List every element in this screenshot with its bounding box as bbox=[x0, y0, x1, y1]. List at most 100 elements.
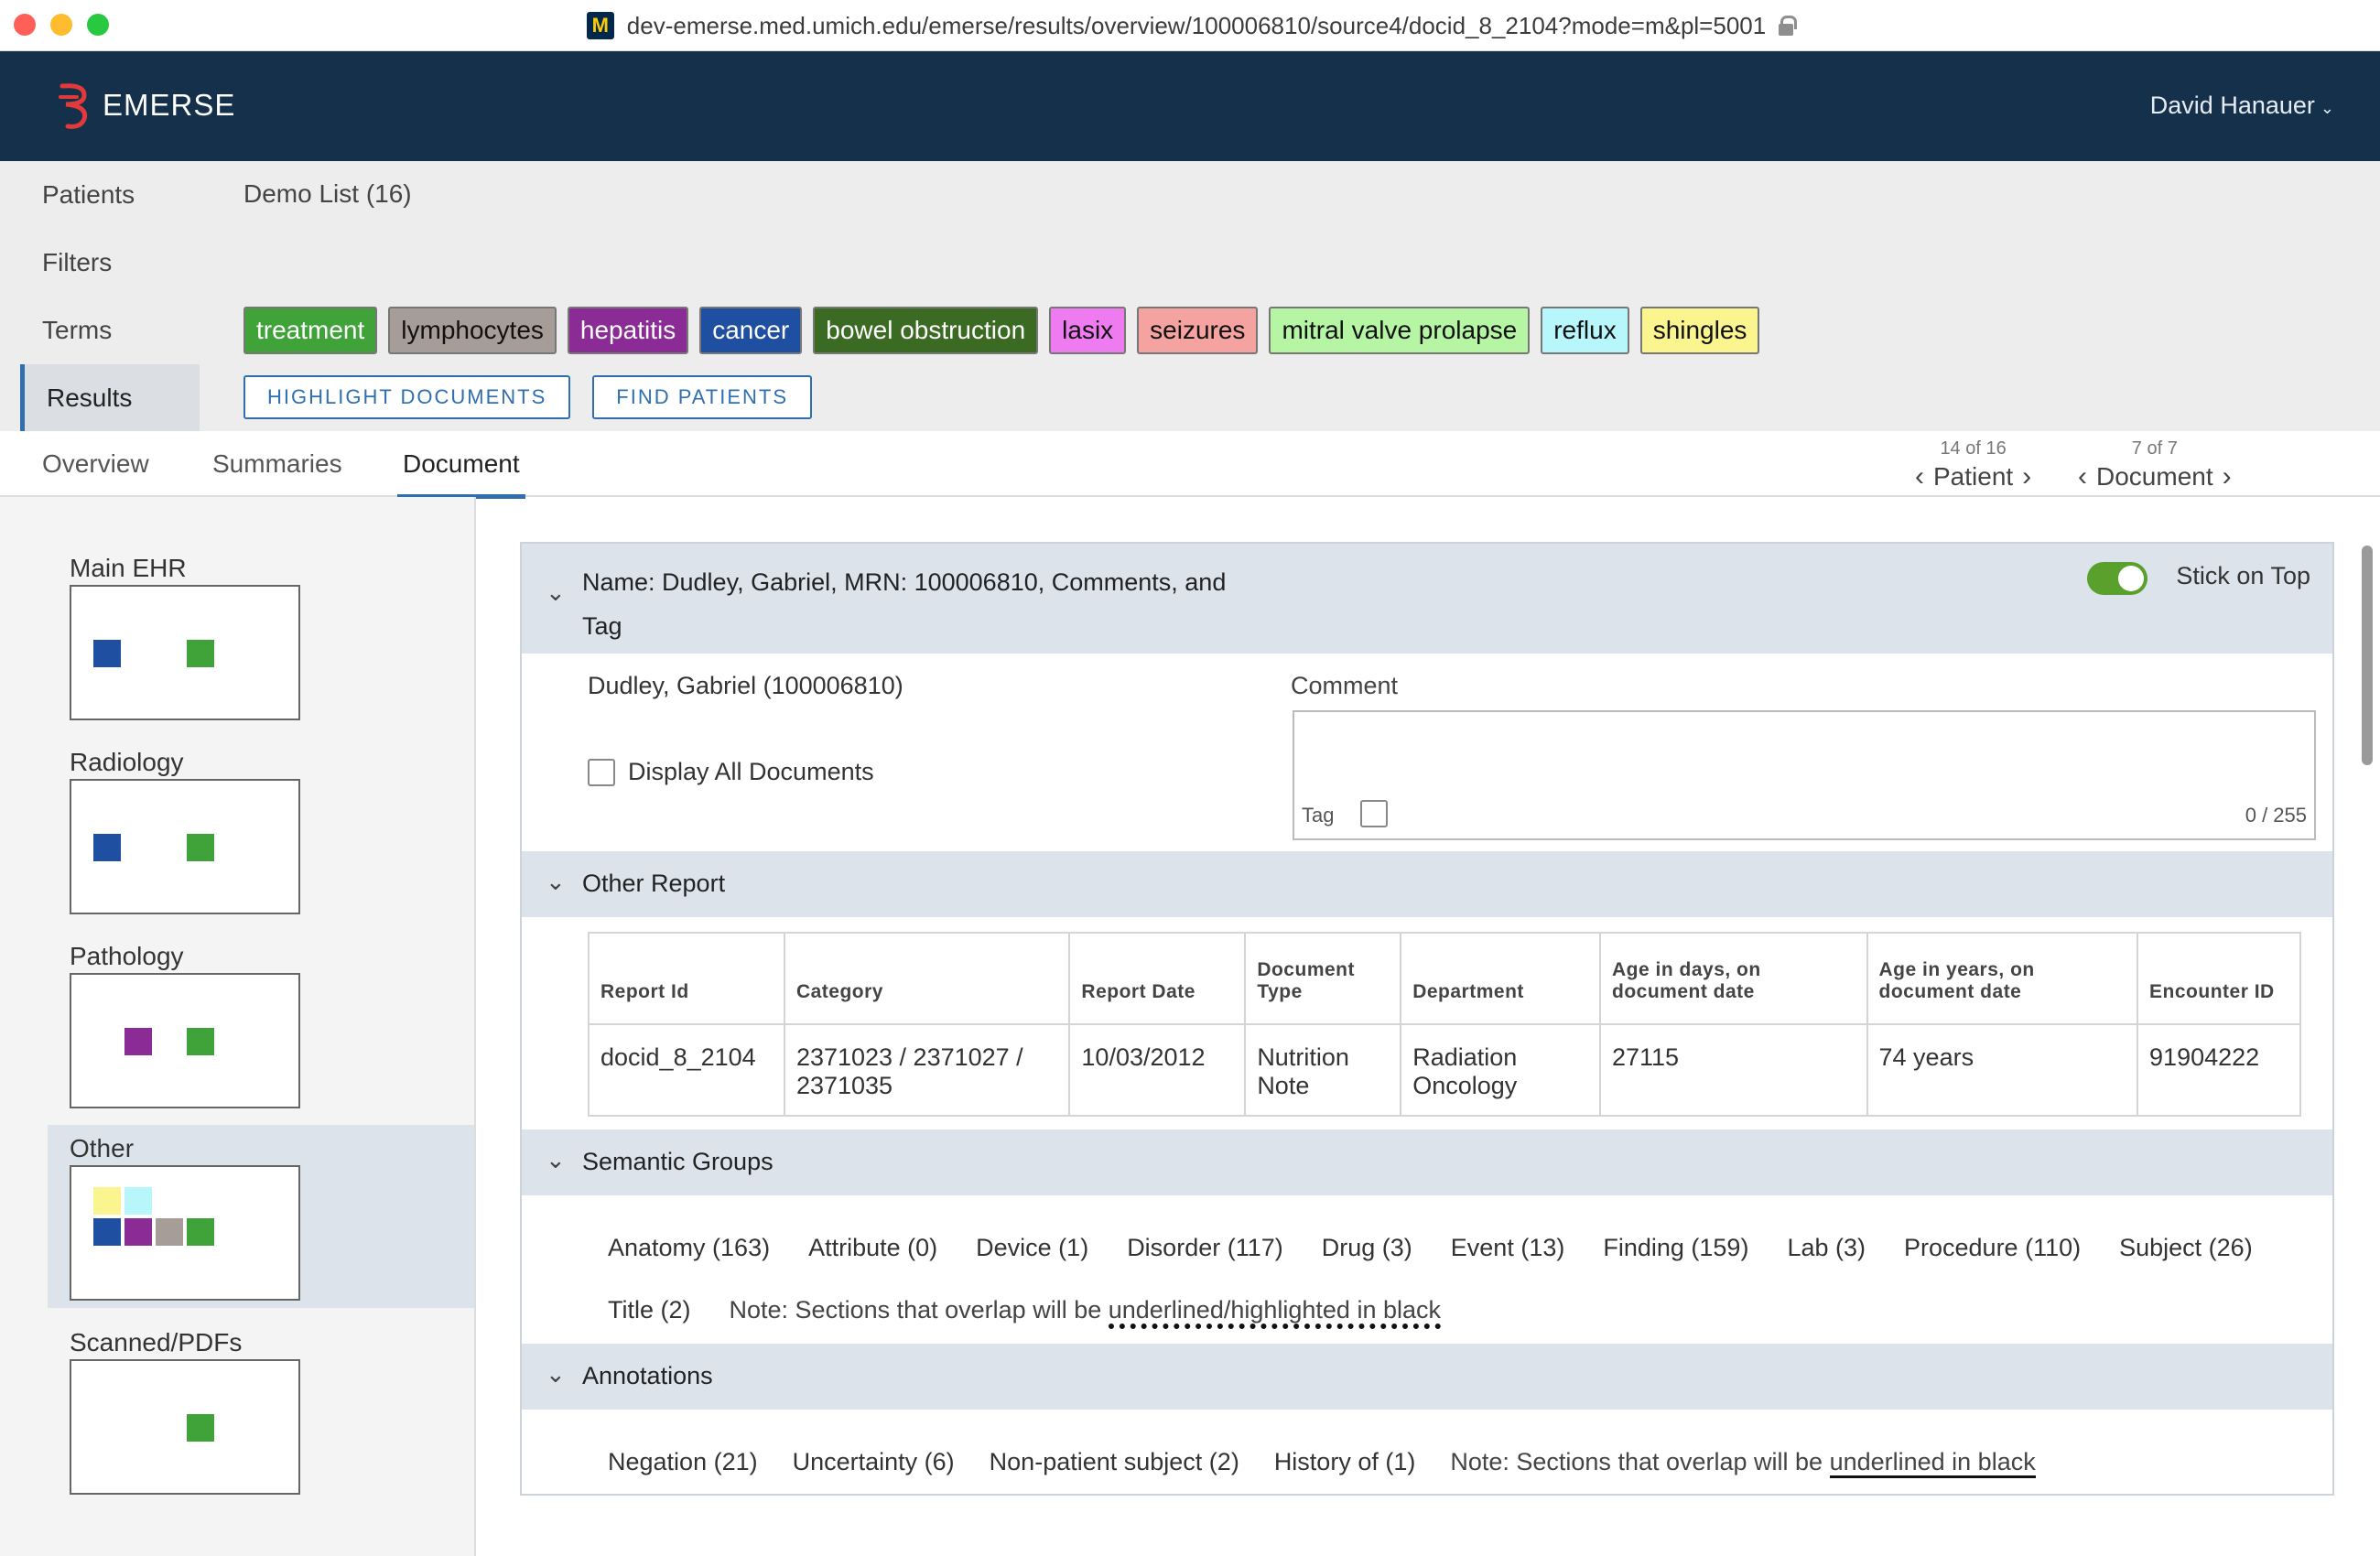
user-name: David Hanauer bbox=[2149, 92, 2315, 119]
patient-info-header[interactable]: ⌄ Name: Dudley, Gabriel, MRN: 100006810,… bbox=[522, 544, 2332, 654]
semantic-group-chip[interactable]: Subject (26) bbox=[2119, 1234, 2253, 1261]
nav-item-results[interactable]: Results bbox=[20, 364, 200, 432]
term-hit-marker bbox=[187, 640, 214, 667]
tag-checkbox[interactable] bbox=[1360, 800, 1388, 827]
app-header: EMERSE David Hanauer ⌄ bbox=[0, 51, 2380, 161]
document-source-sidebar: Main EHR Radiology Pathology Other S bbox=[0, 497, 476, 1556]
source-other[interactable]: Other bbox=[48, 1125, 474, 1308]
term-chip[interactable]: reflux bbox=[1541, 307, 1629, 354]
nav-item-terms[interactable]: Terms bbox=[42, 316, 113, 344]
term-hit-marker bbox=[124, 1187, 152, 1215]
display-all-documents-row[interactable]: Display All Documents bbox=[588, 758, 874, 786]
nav-item-filters[interactable]: Filters bbox=[42, 248, 113, 276]
semantic-group-chip[interactable]: Anatomy (163) bbox=[608, 1234, 771, 1261]
chevron-down-icon[interactable]: ⌄ bbox=[546, 868, 566, 895]
app-name: EMERSE bbox=[103, 88, 236, 122]
semantic-group-chip[interactable]: Procedure (110) bbox=[1904, 1234, 2082, 1261]
overlap-note-emphasis: underlined/highlighted in black bbox=[1108, 1296, 1441, 1329]
tab-overview[interactable]: Overview bbox=[42, 449, 149, 478]
term-chip[interactable]: treatment bbox=[243, 307, 378, 354]
next-patient-icon[interactable]: › bbox=[2022, 461, 2032, 492]
table-cell: 2371023 / 2371027 / 2371035 bbox=[783, 1023, 1071, 1117]
source-thumbnail[interactable] bbox=[70, 585, 300, 720]
source-label: Radiology bbox=[70, 748, 184, 776]
patient-pager-label: Patient bbox=[1933, 462, 2014, 491]
display-all-documents-checkbox[interactable] bbox=[588, 758, 615, 786]
term-hit-marker bbox=[156, 1218, 183, 1246]
overlap-note: Note: Sections that overlap will be unde… bbox=[1450, 1448, 2036, 1478]
stick-on-top-toggle[interactable] bbox=[2087, 562, 2147, 595]
term-chip[interactable]: bowel obstruction bbox=[813, 307, 1039, 354]
semantic-group-chip[interactable]: Attribute (0) bbox=[808, 1234, 938, 1261]
previous-patient-icon[interactable]: ‹ bbox=[1915, 461, 1924, 492]
annotation-chip[interactable]: Negation (21) bbox=[608, 1448, 758, 1475]
source-label: Main EHR bbox=[70, 554, 187, 582]
term-chip[interactable]: seizures bbox=[1137, 307, 1259, 354]
document-pager-label: Document bbox=[2096, 462, 2213, 491]
term-chip[interactable]: cancer bbox=[699, 307, 803, 354]
find-patients-button[interactable]: FIND PATIENTS bbox=[592, 375, 813, 419]
column-header: Age in days, on document date bbox=[1599, 932, 1868, 1025]
document-panel: ⌄ Name: Dudley, Gabriel, MRN: 100006810,… bbox=[520, 542, 2334, 1496]
nav-item-patients[interactable]: Patients bbox=[42, 180, 135, 209]
chevron-down-icon[interactable]: ⌄ bbox=[546, 578, 566, 606]
term-chip[interactable]: lasix bbox=[1049, 307, 1127, 354]
user-menu[interactable]: David Hanauer ⌄ bbox=[2150, 92, 2334, 120]
report-metadata-table: Report Id Category Report Date Document … bbox=[588, 932, 2301, 1117]
maximize-window-button[interactable] bbox=[87, 14, 109, 36]
source-thumbnail[interactable] bbox=[70, 973, 300, 1108]
overlap-note-emphasis: underlined in black bbox=[1829, 1448, 2036, 1478]
semantic-group-chip[interactable]: Event (13) bbox=[1450, 1234, 1565, 1261]
term-hit-marker bbox=[187, 834, 214, 861]
annotations-header[interactable]: ⌄ Annotations bbox=[522, 1344, 2332, 1410]
chevron-down-icon[interactable]: ⌄ bbox=[546, 1360, 566, 1388]
term-chip[interactable]: shingles bbox=[1639, 307, 1760, 354]
semantic-group-chip[interactable]: Title (2) bbox=[608, 1296, 691, 1324]
semantic-group-chip[interactable]: Device (1) bbox=[976, 1234, 1089, 1261]
highlight-documents-button[interactable]: HIGHLIGHT DOCUMENTS bbox=[243, 375, 571, 419]
patient-count: 14 of 16 bbox=[1940, 438, 2007, 459]
source-thumbnail[interactable] bbox=[70, 1359, 300, 1495]
source-main-ehr[interactable]: Main EHR bbox=[48, 545, 474, 728]
section-title: Semantic Groups bbox=[582, 1148, 774, 1175]
next-document-icon[interactable]: › bbox=[2222, 461, 2232, 492]
table-row: docid_8_2104 2371023 / 2371027 / 2371035… bbox=[588, 1023, 2301, 1117]
term-chip[interactable]: hepatitis bbox=[567, 307, 689, 354]
chevron-down-icon[interactable]: ⌄ bbox=[546, 1146, 566, 1173]
source-scanned-pdfs[interactable]: Scanned/PDFs bbox=[48, 1319, 474, 1502]
source-thumbnail[interactable] bbox=[70, 779, 300, 914]
source-thumbnail[interactable] bbox=[70, 1165, 300, 1301]
source-pathology[interactable]: Pathology bbox=[48, 933, 474, 1116]
tab-summaries[interactable]: Summaries bbox=[212, 449, 342, 478]
comment-textarea[interactable]: Tag 0 / 255 bbox=[1293, 710, 2316, 840]
source-radiology[interactable]: Radiology bbox=[48, 739, 474, 922]
close-window-button[interactable] bbox=[14, 14, 36, 36]
other-report-header[interactable]: ⌄ Other Report bbox=[522, 851, 2332, 917]
term-chip[interactable]: mitral valve prolapse bbox=[1269, 307, 1531, 354]
minimize-window-button[interactable] bbox=[50, 14, 72, 36]
patient-info-title: Name: Dudley, Gabriel, MRN: 100006810, C… bbox=[582, 568, 1227, 640]
table-cell: Nutrition Note bbox=[1244, 1023, 1402, 1117]
main-scrollbar[interactable] bbox=[2362, 546, 2373, 765]
previous-document-icon[interactable]: ‹ bbox=[2078, 461, 2087, 492]
semantic-group-chip[interactable]: Lab (3) bbox=[1787, 1234, 1866, 1261]
tag-label: Tag bbox=[1302, 804, 1335, 827]
url-text[interactable]: dev-emerse.med.umich.edu/emerse/results/… bbox=[626, 11, 1767, 39]
stick-on-top-label: Stick on Top bbox=[2176, 562, 2310, 589]
term-chip[interactable]: lymphocytes bbox=[388, 307, 557, 354]
table-cell: 74 years bbox=[1866, 1023, 2139, 1117]
semantic-groups-header[interactable]: ⌄ Semantic Groups bbox=[522, 1129, 2332, 1195]
annotation-chip[interactable]: Non-patient subject (2) bbox=[989, 1448, 1239, 1475]
column-header: Report Date bbox=[1068, 932, 1247, 1025]
semantic-group-chip[interactable]: Disorder (117) bbox=[1127, 1234, 1283, 1261]
annotation-chip[interactable]: Uncertainty (6) bbox=[792, 1448, 955, 1475]
address-bar[interactable]: M dev-emerse.med.umich.edu/emerse/result… bbox=[0, 0, 2380, 51]
annotation-chip[interactable]: History of (1) bbox=[1273, 1448, 1416, 1475]
patient-list-name[interactable]: Demo List (16) bbox=[243, 179, 412, 208]
semantic-group-chip[interactable]: Drug (3) bbox=[1321, 1234, 1412, 1261]
table-cell: docid_8_2104 bbox=[588, 1023, 785, 1117]
source-label: Scanned/PDFs bbox=[70, 1328, 243, 1356]
term-hit-marker bbox=[124, 1218, 152, 1246]
tab-document[interactable]: Document bbox=[397, 431, 525, 499]
semantic-group-chip[interactable]: Finding (159) bbox=[1603, 1234, 1749, 1261]
